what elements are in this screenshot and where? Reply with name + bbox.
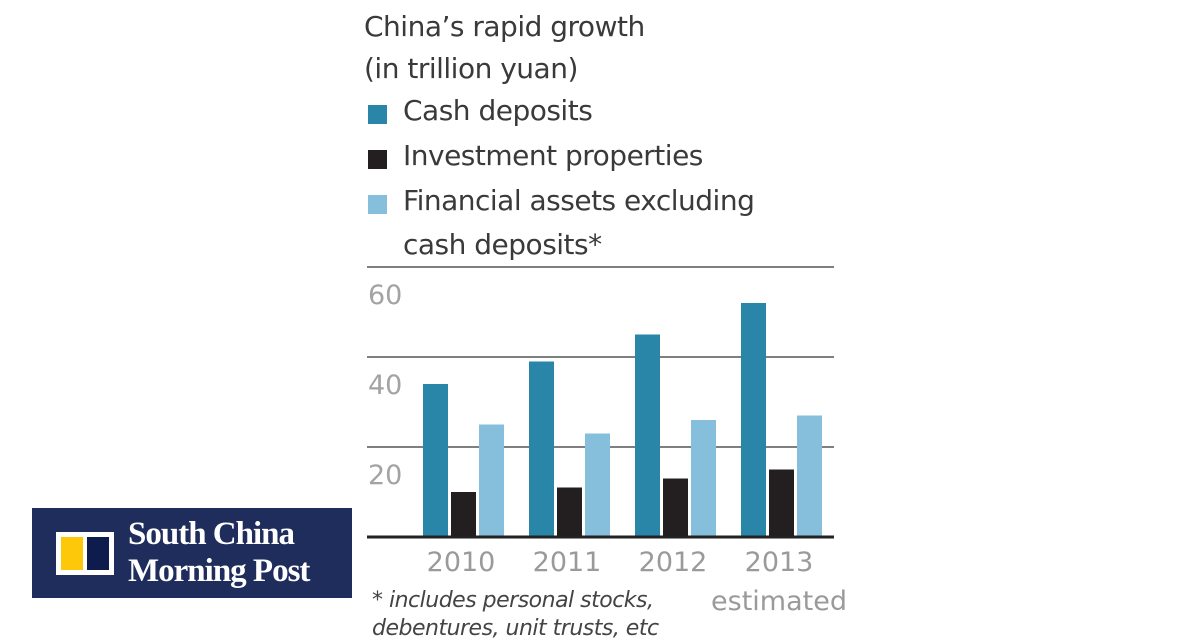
bar-2012-2 <box>691 420 716 537</box>
x-category-note: estimated <box>711 586 847 617</box>
legend-swatch <box>368 150 387 169</box>
y-tick-label: 20 <box>368 460 402 491</box>
legend-swatch <box>368 105 387 124</box>
bar-2011-2 <box>585 433 610 537</box>
x-tick-label: 2012 <box>639 547 708 578</box>
legend-label-line2: cash deposits* <box>403 228 602 261</box>
legend-label: Financial assets excluding <box>403 184 755 217</box>
bar-2010-2 <box>479 424 504 537</box>
bar-2010-1 <box>451 492 476 537</box>
x-tick-label: 2010 <box>427 547 496 578</box>
y-tick-label: 60 <box>368 280 402 311</box>
chart-title: China’s rapid growth <box>364 10 645 43</box>
scmp-logo: South China Morning Post <box>32 508 352 598</box>
logo-mark-icon <box>56 532 114 575</box>
bar-2013-2 <box>797 415 822 537</box>
x-tick-label: 2011 <box>533 547 602 578</box>
bar-2012-1 <box>663 478 688 537</box>
bar-2011-1 <box>557 487 582 537</box>
footnote: * includes personal stocks, <box>372 588 654 613</box>
x-tick-label: 2013 <box>745 547 814 578</box>
footnote-line2: debentures, unit trusts, etc <box>372 616 659 641</box>
legend-label: Cash deposits <box>403 94 593 127</box>
bar-2011-0 <box>529 361 554 537</box>
y-tick-label: 40 <box>368 370 402 401</box>
logo-text: South China Morning Post <box>128 516 310 589</box>
bar-2012-0 <box>635 334 660 537</box>
chart-subtitle: (in trillion yuan) <box>364 52 578 85</box>
legend-label: Investment properties <box>403 139 703 172</box>
legend-swatch <box>368 195 387 214</box>
bar-2013-1 <box>769 469 794 537</box>
bar-2010-0 <box>423 384 448 537</box>
bar-2013-0 <box>741 303 766 537</box>
